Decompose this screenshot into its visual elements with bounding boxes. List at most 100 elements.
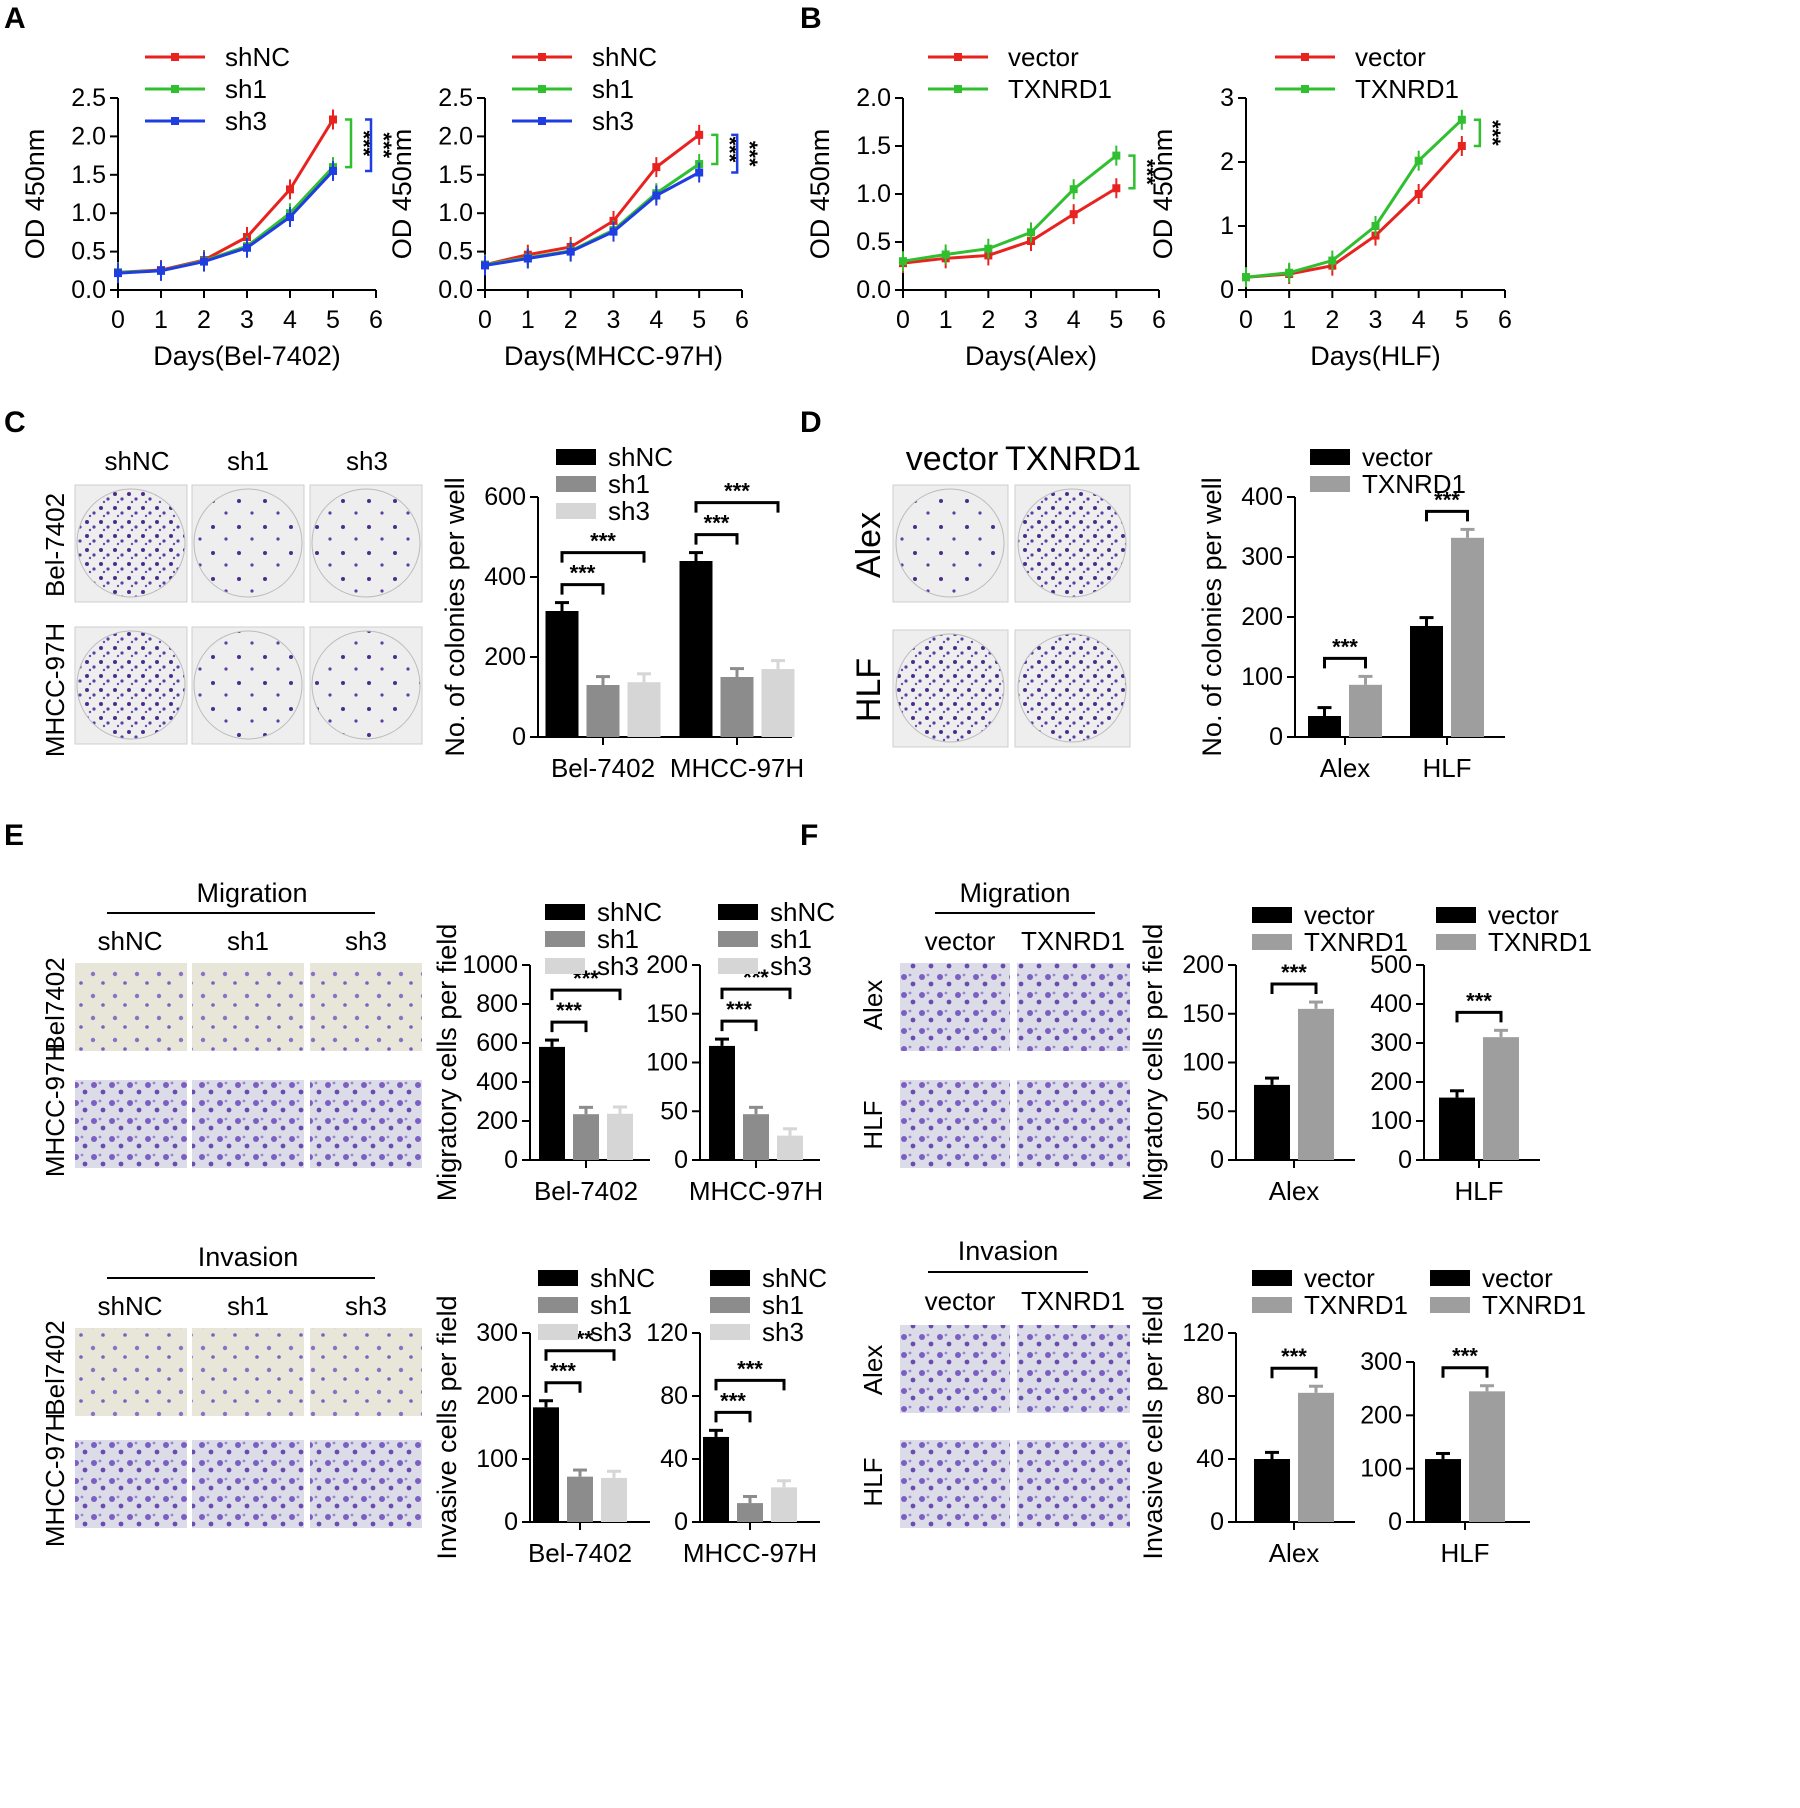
A2-y-tick-label: 0.5 [438,238,473,266]
B1-point-vector [1112,184,1121,193]
E3-y-title: Invasive cells per field [432,1295,462,1559]
B2-series-vector-line [1245,144,1463,279]
invasion-photo-mhcc-sh3 [310,1440,422,1528]
chart-e3: 0 100 200 300 Invasive cells per field Bel-74… [432,1263,655,1568]
E3-category-label: Bel-7402 [528,1538,632,1568]
D-bar-txnrd1 [1451,537,1484,737]
E1-y-tick-label: 200 [476,1107,518,1135]
F4-bar-vector [1425,1459,1461,1522]
A1-series-sh3-line [117,169,335,275]
C-legend-label: sh3 [608,496,650,526]
A1-x-tick-label: 2 [197,306,211,334]
E2-legend-label: sh3 [770,951,812,981]
B2-y-tick-label: 1 [1220,212,1234,240]
F4-legend-label: TXNRD1 [1482,1290,1586,1320]
B2-point-txnrd1 [1457,115,1466,124]
chart-c: 0 200 400 600 No. of colonies per well Bel-74… [440,442,804,783]
E4-significance-label: *** [720,1388,746,1413]
e-mig-row-mhcc97h: MHCC-97H [40,1043,70,1177]
e-inv-col-shnc: shNC [97,1291,162,1321]
row-label-hlf: HLF [850,658,888,722]
A2-x-tick-label: 5 [692,306,706,334]
F2-y-tick-label: 0 [1398,1146,1412,1174]
D-legend-label: TXNRD1 [1362,469,1466,499]
A1-legend-marker [171,53,179,61]
E3-y-tick-label: 100 [476,1445,518,1473]
A2-x-tick-label: 0 [478,306,492,334]
B2-x-tick-label: 0 [1239,306,1253,334]
E1-legend-label: sh1 [597,924,639,954]
B1-legend-marker [954,53,962,61]
F2-significance-bracket [1455,1010,1503,1023]
A1-y-tick-label: 2.5 [71,84,106,112]
B2-x-tick-label: 5 [1455,306,1469,334]
E3-legend-swatch [538,1297,578,1313]
B1-x-tick-label: 2 [981,306,995,334]
F1-y-tick-label: 150 [1182,1000,1224,1028]
E4-legend-label: shNC [762,1263,827,1293]
C-legend-label: shNC [608,442,673,472]
A2-point-sh3 [481,261,489,270]
B2-legend-label: vector [1355,42,1426,72]
B1-legend-marker [954,85,962,93]
D-bar-vector [1410,626,1443,737]
E1-bar-sh1 [573,1114,599,1160]
E1-significance-label: *** [556,998,582,1023]
migration-photo-alex-txnrd1 [1017,963,1130,1051]
E4-legend-label: sh1 [762,1290,804,1320]
A1-point-sh3 [286,213,294,222]
chart-a1: 0.0 0.5 1.0 1.5 2.0 2.5 0 1 2 3 4 5 6 Days(Bel-7402) O… [20,42,396,371]
A1-x-tick-label: 6 [369,306,383,334]
chart-b1: 0.0 0.5 1.0 1.5 2.0 0 1 2 3 4 5 6 Days(Alex) OD 450nm… [805,42,1166,371]
A2-point-shnc [652,163,661,172]
F4-y-tick-label: 300 [1360,1348,1402,1376]
E4-y-tick-label: 0 [674,1508,688,1536]
C-y-title: No. of colonies per well [440,477,470,756]
A2-legend-marker [538,53,546,61]
A1-legend-marker [171,117,179,125]
C-bar-sh3 [761,669,795,737]
chart-a2: 0.0 0.5 1.0 1.5 2.0 2.5 0 1 2 3 4 5 6 Days(MHCC-97H) O… [387,42,762,371]
B1-point-txnrd1 [899,257,907,266]
migration-photo-hlf-vector [900,1080,1010,1168]
D-y-tick-label: 400 [1241,483,1283,511]
E4-bar-sh1 [737,1503,763,1522]
E4-significance-bracket [714,1410,752,1423]
B1-series-txnrd1-line [902,154,1118,263]
B2-legend-label: TXNRD1 [1355,74,1459,104]
A2-legend-label: sh1 [592,74,634,104]
E1-significance-bracket [550,988,622,1001]
A1-y-tick-label: 0.5 [71,238,106,266]
C-bar-sh1 [586,685,620,737]
colony-photo-hlf-vector [892,629,1009,748]
F1-bar-txnrd1 [1298,1008,1334,1160]
A1-significance-label: *** [371,132,396,158]
D-category-label: HLF [1422,753,1471,783]
B2-x-tick-label: 3 [1369,306,1383,334]
row-label-mhcc97h: MHCC-97H [40,623,70,757]
D-significance-bracket [1323,656,1367,669]
chart-b2: 0 1 2 3 0 1 2 3 4 5 6 Days(HLF) OD 450nm vectorTXNRD1… [1148,42,1512,371]
F2-y-tick-label: 100 [1370,1107,1412,1135]
A2-significance-bracket [731,133,739,174]
B1-point-vector [1069,210,1078,219]
chart-f1: 0 50 100 150 200 Migratory cells per field Ale… [1138,900,1408,1206]
A2-series-sh3-line [484,171,700,267]
A1-legend-label: sh1 [225,74,267,104]
f-mig-col-vector: vector [925,926,996,956]
A1-point-shnc [329,115,337,124]
E2-significance-bracket [720,987,792,1000]
invasion-photo-bel-sh3 [310,1328,422,1416]
B1-y-tick-label: 0.0 [856,276,891,304]
F1-legend-swatch [1252,907,1292,923]
invasion-photo-hlf-vector [900,1440,1010,1528]
F1-significance-bracket [1270,982,1318,995]
invasion-photo-hlf-txnrd1 [1017,1440,1130,1528]
e-mig-col-sh1: sh1 [227,926,269,956]
e-inv-row-bel7402: Bel7402 [40,1320,70,1415]
col-label-sh1: sh1 [227,446,269,476]
C-significance-bracket [694,501,780,513]
A2-y-tick-label: 2.0 [438,122,473,150]
B2-point-vector [1414,190,1423,198]
A2-point-sh3 [695,168,704,177]
